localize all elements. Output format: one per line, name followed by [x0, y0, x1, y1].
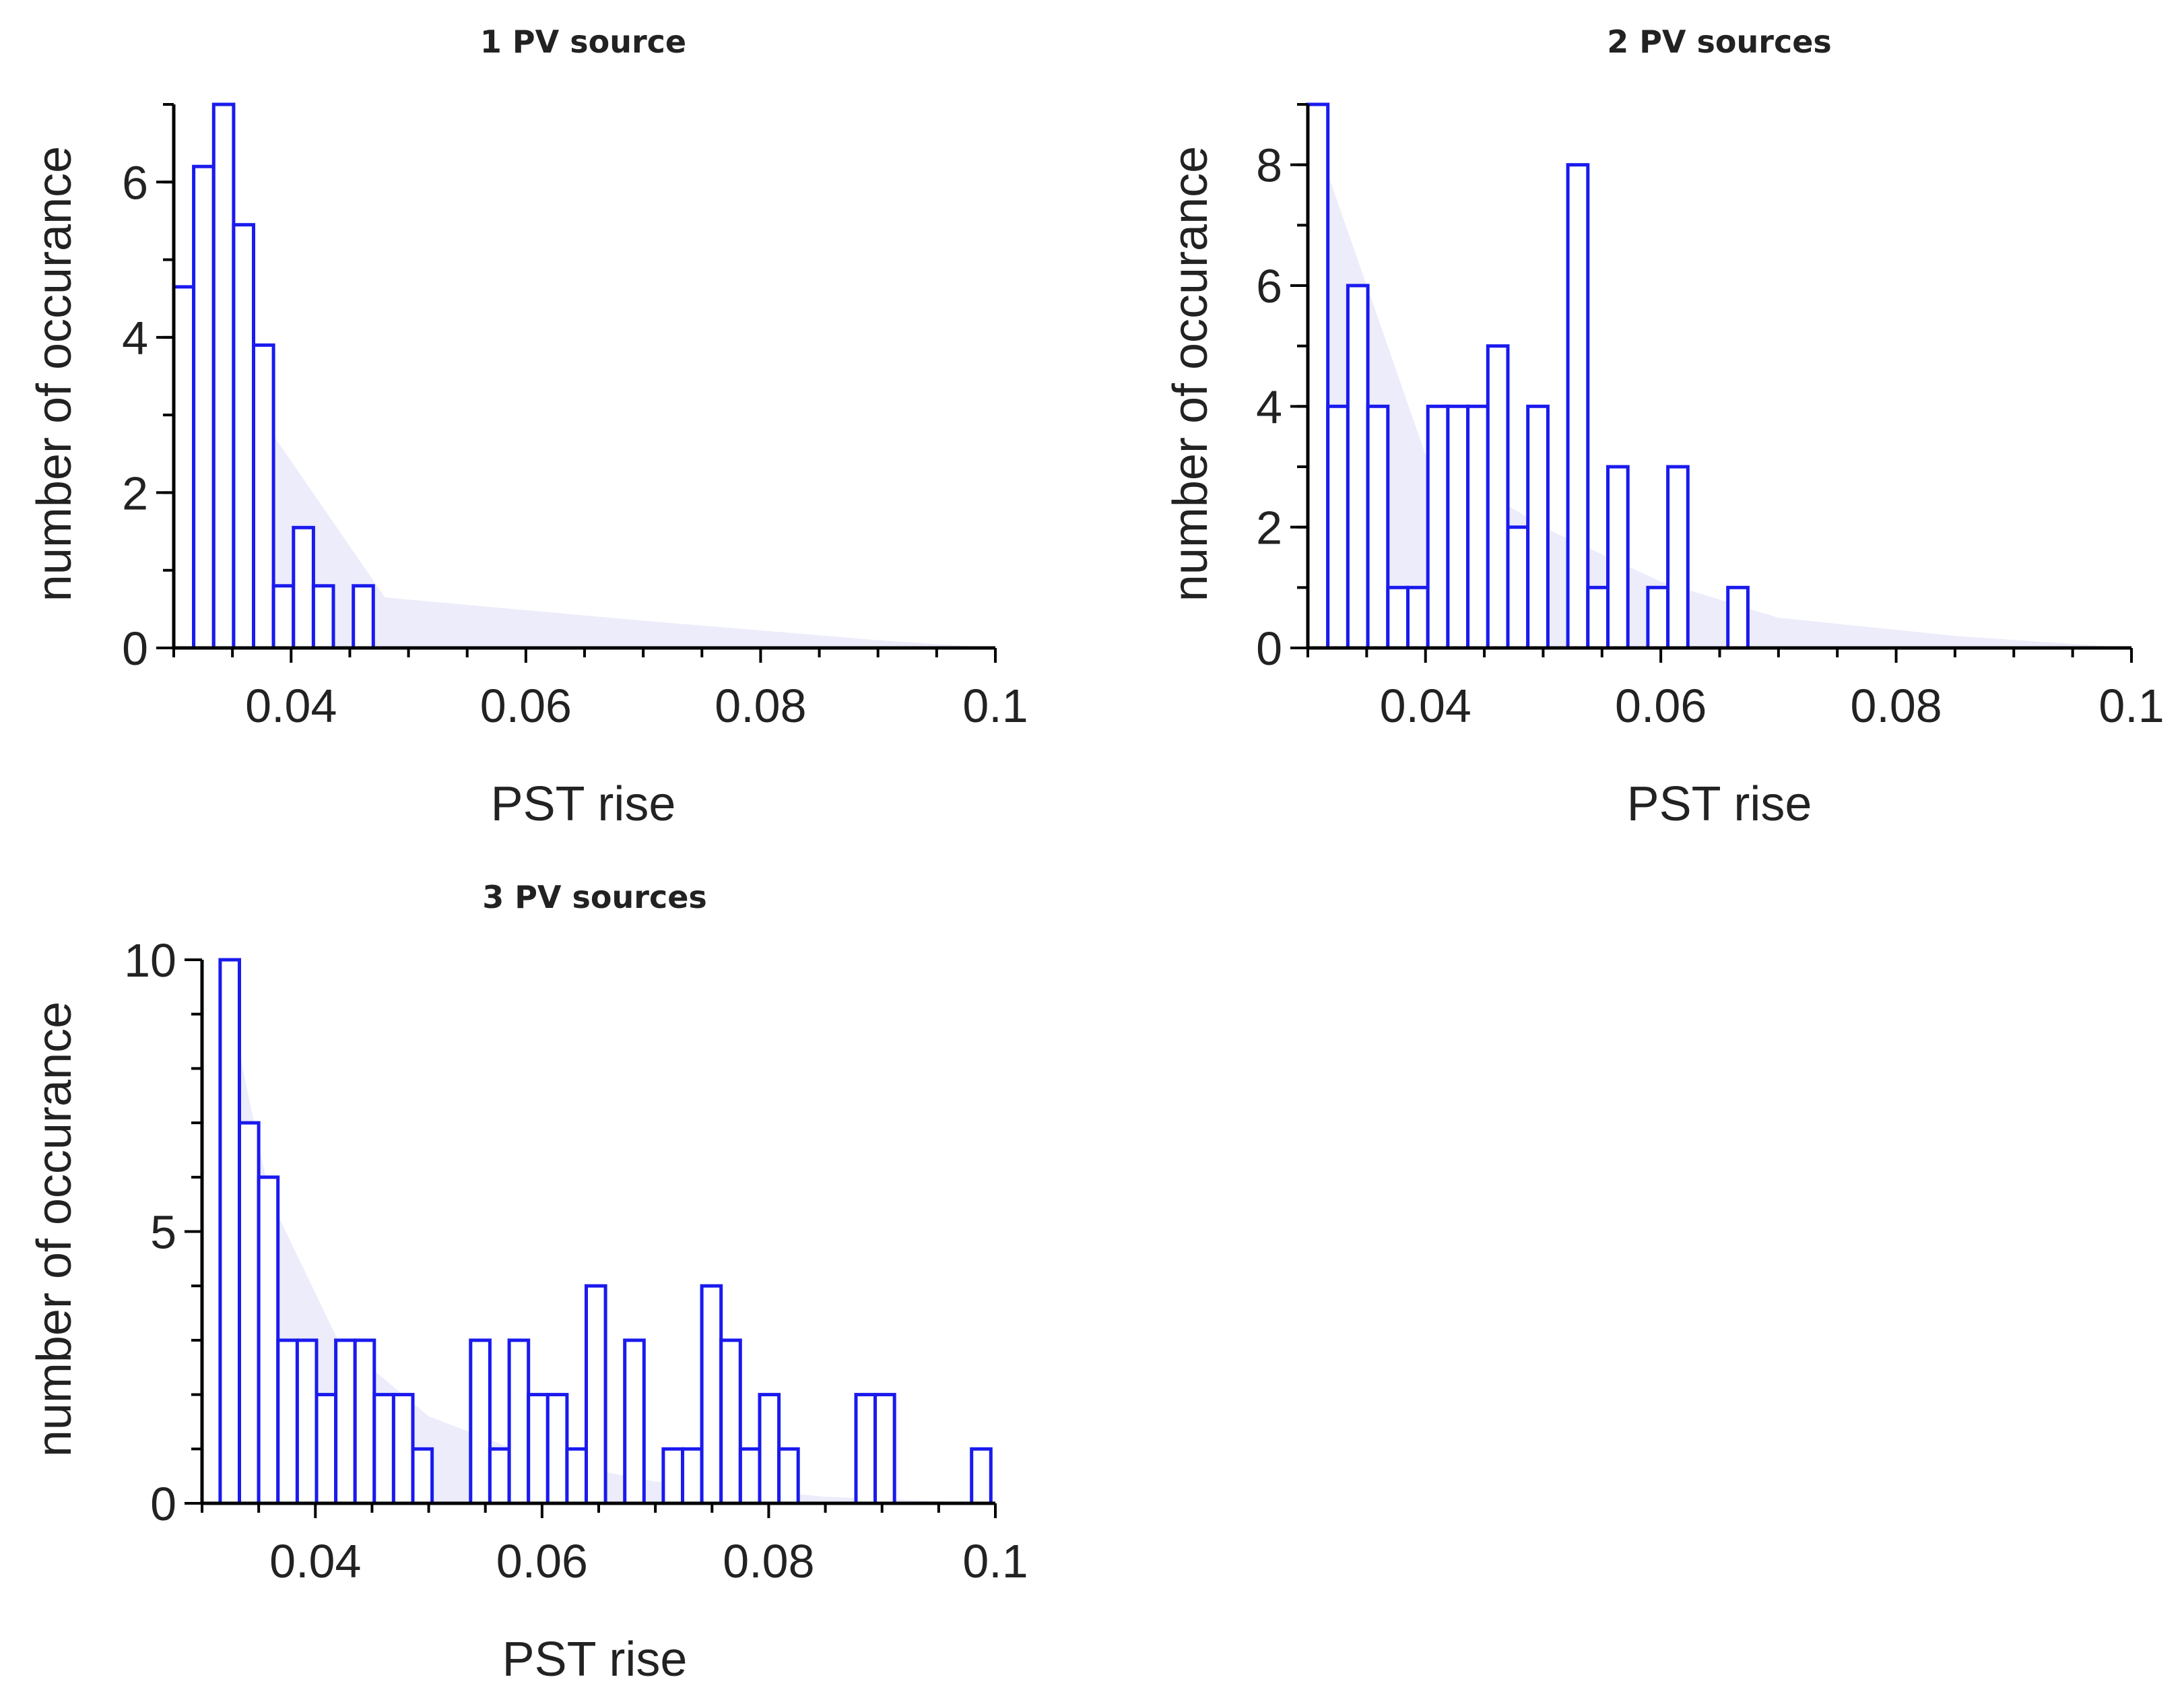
- histogram-bar: [873, 1393, 896, 1505]
- x-tick-label: 0.04: [1380, 680, 1471, 732]
- x-axis-label: PST rise: [502, 1633, 688, 1687]
- y-tick-label: 2: [1256, 502, 1282, 554]
- histogram-bar: [661, 1447, 685, 1505]
- histogram-bar: [700, 1284, 723, 1505]
- histogram-bar: [1666, 465, 1690, 650]
- histogram-bar: [192, 164, 216, 650]
- histogram-bar: [211, 102, 236, 650]
- histogram-bar: [1466, 404, 1490, 650]
- histogram-bar: [391, 1393, 415, 1505]
- x-tick-label: 0.04: [245, 680, 337, 732]
- histogram-bar: [353, 1338, 376, 1505]
- histogram-bar: [1646, 585, 1670, 650]
- histogram-bar: [758, 1393, 781, 1505]
- x-axis-label: PST rise: [1627, 777, 1812, 831]
- histogram-bar: [311, 584, 335, 650]
- histogram-bar: [232, 223, 255, 650]
- x-tick-label: 0.1: [962, 680, 1028, 732]
- x-tick-label: 0.04: [269, 1535, 361, 1588]
- histogram-panel-3-pv-sources: 3 PV sources 0.04 0.06 0.08 0.1 0 5 10 PST ris…: [28, 879, 1028, 1687]
- histogram-bar: [1526, 404, 1550, 650]
- fit-density-area: [1308, 116, 2131, 648]
- histogram-bar: [970, 1447, 993, 1505]
- y-tick-label: 4: [1256, 381, 1282, 433]
- histogram-bar: [1566, 163, 1590, 650]
- histogram-bar: [1446, 404, 1470, 650]
- y-tick-label: 4: [122, 312, 148, 364]
- histogram-bar: [372, 1393, 395, 1505]
- y-tick-label: 8: [1256, 139, 1282, 192]
- histogram-bar: [545, 1393, 569, 1505]
- histogram-bar: [1726, 585, 1750, 650]
- histogram-bar: [276, 1338, 299, 1505]
- y-tick-label: 0: [1256, 622, 1282, 675]
- histogram-bar: [777, 1447, 800, 1505]
- y-axis-label: number of occurance: [28, 1002, 81, 1457]
- chart-title: 2 PV sources: [1607, 24, 1832, 60]
- histogram-bar: [271, 584, 296, 650]
- histogram-bar: [1506, 525, 1530, 650]
- x-tick-label: 0.06: [480, 680, 572, 732]
- histogram-bar: [295, 1338, 319, 1505]
- y-axis-label: number of occurance: [1164, 146, 1218, 601]
- y-tick-label: 6: [1256, 260, 1282, 313]
- chart-title: 1 PV source: [480, 24, 686, 60]
- histogram-bar: [527, 1393, 550, 1505]
- x-tick-label: 0.1: [962, 1535, 1028, 1588]
- x-tick-label: 0.08: [1850, 680, 1942, 732]
- histogram-bar: [1426, 404, 1450, 650]
- histogram-bar: [719, 1338, 742, 1505]
- histogram-bar: [1306, 102, 1330, 650]
- histogram-bar: [315, 1393, 338, 1505]
- histogram-bar: [738, 1447, 762, 1505]
- histogram-panel-1-pv-source: 1 PV source 0.04 0.06 0.08 0.1 0 2 4 6 PST rise…: [28, 24, 1028, 831]
- histogram-bar: [1326, 404, 1350, 650]
- y-tick-label: 0: [150, 1478, 176, 1530]
- histogram-bar: [585, 1284, 607, 1505]
- histogram-bar: [1586, 585, 1610, 650]
- histogram-bar: [292, 525, 315, 650]
- histogram-bar: [507, 1338, 531, 1505]
- y-tick-label: 2: [122, 467, 148, 519]
- histogram-bar: [352, 584, 375, 650]
- histogram-bar: [218, 958, 241, 1505]
- histogram-bar: [411, 1447, 434, 1505]
- histogram-bar: [257, 1175, 280, 1505]
- histogram-bar: [469, 1338, 492, 1505]
- x-tick-label: 0.1: [2098, 680, 2164, 732]
- histogram-bar: [854, 1393, 878, 1505]
- histogram-panel-2-pv-sources: 2 PV sources 0.04 0.06 0.08 0.1 0 2 4 6 8 PST ri…: [1164, 24, 2164, 831]
- histogram-bar: [172, 285, 196, 650]
- y-tick-label: 10: [124, 934, 176, 987]
- histogram-bar: [681, 1447, 704, 1505]
- x-tick-label: 0.06: [496, 1535, 588, 1588]
- histogram-bar: [1366, 404, 1390, 650]
- histogram-bar: [334, 1338, 357, 1505]
- x-tick-label: 0.08: [715, 680, 806, 732]
- x-tick-label: 0.06: [1615, 680, 1707, 732]
- histogram-bar: [1606, 465, 1630, 650]
- x-tick-label: 0.08: [723, 1535, 814, 1588]
- histogram-bar: [252, 343, 275, 650]
- y-axis-label: number of occurance: [28, 146, 81, 601]
- histogram-bar: [565, 1447, 589, 1505]
- histogram-bar: [488, 1447, 511, 1505]
- y-tick-label: 6: [122, 156, 148, 209]
- histogram-bar: [1386, 585, 1410, 650]
- histogram-bar: [1486, 344, 1510, 650]
- chart-title: 3 PV sources: [482, 879, 707, 915]
- y-tick-label: 0: [122, 622, 148, 675]
- x-axis-label: PST rise: [491, 777, 676, 831]
- histogram-bar: [238, 1121, 261, 1505]
- histogram-bar: [1346, 284, 1370, 650]
- histogram-bar: [623, 1338, 646, 1505]
- histogram-bar: [1406, 585, 1430, 650]
- y-tick-label: 5: [150, 1206, 176, 1259]
